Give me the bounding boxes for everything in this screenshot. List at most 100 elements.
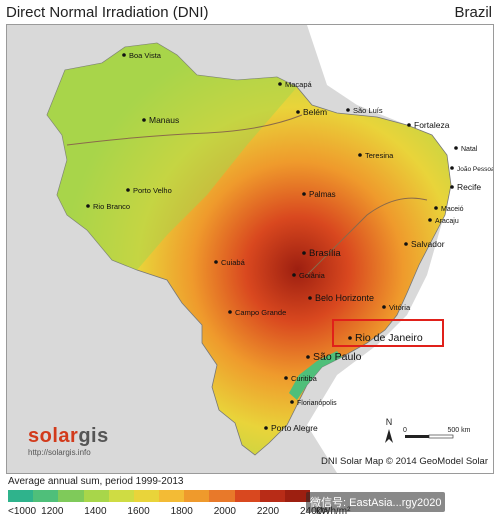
legend-tick-label: 2200 bbox=[256, 506, 280, 517]
city-label: Rio de Janeiro bbox=[355, 332, 423, 344]
scale-segment-dark bbox=[405, 435, 429, 438]
city-layer: Boa Vista Macapá Manaus Belém São Luís Fortal… bbox=[86, 51, 493, 433]
city-label: Maceió bbox=[441, 206, 464, 213]
city-marker bbox=[382, 305, 386, 309]
city-marker bbox=[450, 166, 454, 170]
legend-swatch bbox=[209, 490, 235, 502]
city-label: Macapá bbox=[285, 80, 313, 89]
city-label: Belém bbox=[303, 107, 327, 117]
city-label: Fortaleza bbox=[414, 120, 450, 130]
scale-segment-light bbox=[428, 434, 454, 439]
wechat-watermark: 微信号: EastAsia...rgy2020 bbox=[306, 492, 446, 512]
city-label: Florianópolis bbox=[297, 400, 337, 407]
city-label: Teresina bbox=[365, 151, 394, 160]
city-label: Porto Alegre bbox=[271, 423, 318, 433]
map-title: Direct Normal Irradiation (DNI) bbox=[6, 4, 209, 21]
north-arrow-icon bbox=[385, 429, 393, 443]
city-label: São Luís bbox=[353, 106, 383, 115]
atlantic-ocean bbox=[307, 25, 493, 473]
legend-tick-label: 1800 bbox=[170, 506, 193, 517]
city-label: Campo Grande bbox=[235, 308, 286, 317]
city-label: Belo Horizonte bbox=[315, 293, 374, 303]
city-marker bbox=[86, 204, 90, 208]
city-label: Aracaju bbox=[435, 218, 459, 225]
scale-bar: 0 500 km bbox=[403, 427, 471, 439]
legend-swatch bbox=[159, 490, 185, 502]
city-marker bbox=[404, 242, 408, 246]
legend-color-bar bbox=[8, 490, 311, 502]
city-label: Brasília bbox=[309, 248, 341, 259]
city-label: São Paulo bbox=[313, 351, 362, 363]
compass-label: N bbox=[386, 417, 393, 427]
legend-swatch bbox=[234, 490, 260, 502]
city-marker bbox=[278, 82, 282, 86]
legend-swatch bbox=[8, 490, 34, 502]
legend-tick-label: 1400 bbox=[84, 506, 107, 517]
city-marker bbox=[296, 110, 300, 114]
city-label: Curitiba bbox=[291, 374, 318, 383]
legend-swatch bbox=[33, 490, 59, 502]
city-marker bbox=[454, 146, 458, 150]
city-label: Goiânia bbox=[299, 271, 326, 280]
city-marker bbox=[346, 108, 350, 112]
amazon-river bbox=[66, 114, 303, 146]
legend-title: Average annual sum, period 1999-2013 bbox=[8, 476, 184, 487]
city-marker bbox=[358, 153, 362, 157]
city-marker bbox=[292, 273, 296, 277]
city-label: Porto Velho bbox=[133, 186, 172, 195]
legend-tick-label: <1000 bbox=[8, 506, 37, 517]
city-marker bbox=[434, 206, 438, 210]
map-credit: DNI Solar Map © 2014 GeoModel Solar bbox=[321, 456, 488, 467]
legend-tick-label: 2000 bbox=[213, 506, 236, 517]
country-label: Brazil bbox=[454, 4, 492, 21]
logo-brand: solar bbox=[28, 425, 79, 447]
city-marker bbox=[306, 355, 310, 359]
legend-swatch bbox=[184, 490, 210, 502]
city-label: Cuiabá bbox=[221, 258, 246, 267]
city-marker bbox=[228, 310, 232, 314]
city-label: Vitória bbox=[389, 303, 411, 312]
city-marker bbox=[428, 218, 432, 222]
city-label: Boa Vista bbox=[129, 51, 162, 60]
coastal-green-zone bbox=[289, 351, 342, 400]
city-marker bbox=[142, 118, 146, 122]
city-marker bbox=[302, 192, 306, 196]
legend-swatch bbox=[108, 490, 134, 502]
legend-tick-label: 1600 bbox=[127, 506, 150, 517]
city-marker bbox=[407, 123, 411, 127]
city-marker bbox=[348, 336, 352, 340]
city-marker bbox=[264, 426, 268, 430]
sao-francisco-river bbox=[306, 197, 428, 276]
solargis-logo: solargis http://solargis.info bbox=[28, 425, 109, 457]
map-frame: Boa Vista Macapá Manaus Belém São Luís Fortal… bbox=[6, 24, 494, 474]
city-label: João Pessoa bbox=[457, 166, 493, 173]
city-label: Rio Branco bbox=[93, 202, 130, 211]
city-label: Palmas bbox=[309, 190, 336, 199]
city-marker bbox=[214, 260, 218, 264]
city-marker bbox=[290, 400, 294, 404]
city-marker bbox=[302, 251, 306, 255]
city-marker bbox=[308, 296, 312, 300]
dni-map: Boa Vista Macapá Manaus Belém São Luís Fortal… bbox=[46, 25, 493, 473]
legend-swatch bbox=[133, 490, 160, 502]
city-label: Manaus bbox=[149, 115, 179, 125]
rio-highlight-box bbox=[332, 319, 444, 347]
scale-label-start: 0 bbox=[403, 427, 407, 434]
logo-url: http://solargis.info bbox=[28, 448, 91, 457]
legend-tick-label: 1200 bbox=[41, 506, 64, 517]
city-marker bbox=[126, 188, 130, 192]
city-label: Salvador bbox=[411, 239, 445, 249]
city-marker bbox=[284, 376, 288, 380]
legend-swatch bbox=[284, 490, 311, 502]
logo-brand-suffix: gis bbox=[78, 425, 109, 447]
legend-labels: <10001200140016001800200022002400>kWh/m² bbox=[8, 506, 350, 520]
compass: N bbox=[385, 417, 393, 443]
city-label: Recife bbox=[457, 182, 481, 192]
city-marker bbox=[450, 185, 454, 189]
scale-label-end: 500 km bbox=[448, 427, 471, 434]
legend-swatch bbox=[83, 490, 109, 502]
city-marker bbox=[122, 53, 126, 57]
brazil-west-humid-zone bbox=[47, 43, 297, 270]
legend-swatch bbox=[58, 490, 84, 502]
